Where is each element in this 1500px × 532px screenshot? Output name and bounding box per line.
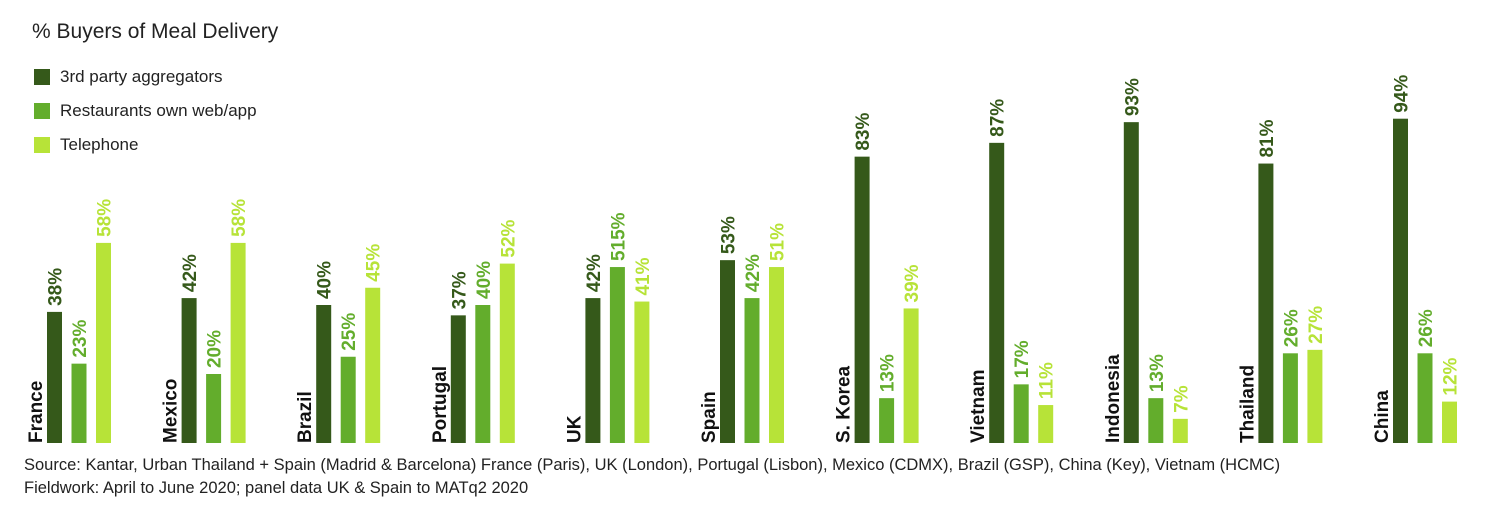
category-label-indonesia: Indonesia [1103,354,1124,443]
bar-aggregators-spain [720,260,735,443]
bar-telephone-portugal [499,263,515,443]
data-label-restaurants-vietnam: 17% [1012,340,1033,378]
bar-telephone-brazil [365,287,381,443]
bar-restaurants-portugal [475,305,491,443]
bar-aggregators-thailand [1258,163,1274,444]
bar-restaurants-thailand [1282,353,1298,443]
bar-telephone-mexico [230,242,246,443]
bar-restaurants-china [1417,353,1433,443]
data-label-telephone-thailand: 27% [1306,306,1327,344]
category-label-s-korea: S. Korea [834,365,855,443]
legend-label-aggregators: 3rd party aggregators [60,67,223,86]
bar-restaurants-indonesia [1148,398,1164,443]
category-label-vietnam: Vietnam [968,369,989,443]
fieldwork-note: Fieldwork: April to June 2020; panel dat… [24,479,529,497]
data-label-restaurants-indonesia: 13% [1147,354,1168,392]
bar-restaurants-brazil [340,356,356,443]
bar-telephone-vietnam [1038,405,1054,443]
legend-swatch-telephone [34,137,50,153]
bar-restaurants-spain [744,298,760,443]
data-label-aggregators-portugal: 37% [449,271,470,309]
legend-swatch-aggregators [34,69,50,85]
data-label-telephone-france: 58% [95,199,116,237]
bar-aggregators-uk [585,298,601,443]
data-label-aggregators-uk: 42% [584,254,605,292]
data-label-restaurants-mexico: 20% [205,330,226,368]
bar-aggregators-vietnam [989,142,1005,443]
data-label-aggregators-mexico: 42% [180,254,201,292]
category-label-thailand: Thailand [1237,365,1258,443]
data-label-restaurants-s-korea: 13% [878,354,899,392]
data-label-aggregators-france: 38% [46,268,67,306]
category-label-brazil: Brazil [295,391,316,443]
bar-aggregators-indonesia [1123,122,1139,444]
category-label-mexico: Mexico [161,379,182,443]
data-label-restaurants-uk: 515% [608,212,629,261]
data-label-telephone-s-korea: 39% [902,264,923,302]
bar-aggregators-china [1393,118,1408,443]
bar-telephone-spain [769,267,784,443]
data-label-aggregators-s-korea: 83% [853,113,874,151]
data-label-telephone-spain: 51% [768,223,789,261]
data-label-aggregators-vietnam: 87% [988,99,1009,137]
bar-aggregators-mexico [181,298,197,443]
legend-label-restaurants: Restaurants own web/app [60,101,257,120]
bar-telephone-france [96,242,111,443]
bar-telephone-s-korea [903,308,919,443]
bar-aggregators-brazil [316,305,332,443]
bar-telephone-thailand [1307,349,1323,443]
bar-restaurants-france [71,363,87,443]
data-label-aggregators-brazil: 40% [315,261,336,299]
bar-aggregators-s-korea [854,156,870,443]
legend-item-restaurants: Restaurants own web/app [34,100,257,122]
data-label-restaurants-china: 26% [1416,309,1437,347]
data-label-telephone-vietnam: 11% [1037,362,1058,399]
chart-title: % Buyers of Meal Delivery [32,20,279,43]
data-label-telephone-uk: 41% [633,257,654,295]
data-label-telephone-china: 12% [1441,357,1462,395]
bar-telephone-china [1442,401,1457,443]
bar-restaurants-mexico [206,374,222,443]
legend-swatch-restaurants [34,103,50,119]
data-label-restaurants-portugal: 40% [474,261,495,299]
bar-telephone-uk [634,301,650,443]
category-label-france: France [26,381,47,443]
legend-item-telephone: Telephone [34,134,138,156]
bar-chart: France38%23%58%Mexico42%20%58%Brazil40%2… [26,75,1462,444]
data-label-restaurants-france: 23% [70,320,91,358]
data-label-telephone-mexico: 58% [229,199,250,237]
category-label-spain: Spain [699,391,720,443]
data-label-restaurants-thailand: 26% [1281,309,1302,347]
legend-item-aggregators: 3rd party aggregators [34,66,223,88]
legend-label-telephone: Telephone [60,135,139,154]
bar-telephone-indonesia [1172,418,1188,443]
source-note: Source: Kantar, Urban Thailand + Spain (… [24,456,1281,474]
category-label-uk: UK [564,415,585,443]
data-label-aggregators-spain: 53% [719,216,740,254]
bar-aggregators-france [47,311,62,443]
data-label-restaurants-brazil: 25% [339,313,360,351]
data-label-aggregators-indonesia: 93% [1122,78,1143,116]
data-label-telephone-indonesia: 7% [1171,385,1192,413]
data-label-restaurants-spain: 42% [743,254,764,292]
category-label-china: China [1372,390,1393,443]
bar-restaurants-s-korea [879,398,895,443]
data-label-telephone-portugal: 52% [498,219,519,257]
category-label-portugal: Portugal [430,366,451,443]
bar-restaurants-vietnam [1013,384,1029,443]
bar-aggregators-portugal [450,315,466,443]
data-label-aggregators-china: 94% [1392,75,1413,113]
data-label-telephone-brazil: 45% [364,244,385,282]
data-label-aggregators-thailand: 81% [1257,119,1278,157]
bar-restaurants-uk [609,267,625,443]
